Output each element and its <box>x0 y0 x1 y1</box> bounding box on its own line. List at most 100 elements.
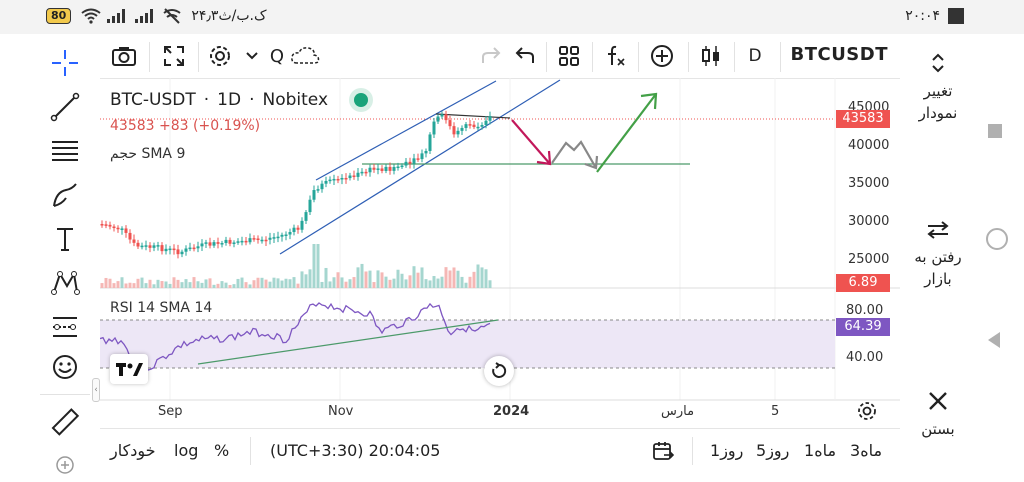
candle-body <box>480 124 484 127</box>
go-market-button[interactable]: رفتن به بازار <box>906 220 970 290</box>
crosshair-tool[interactable] <box>48 46 82 80</box>
legend-pair: BTC-USDT <box>110 90 196 110</box>
axis-settings-button[interactable] <box>856 400 878 426</box>
volume-bar <box>444 267 448 288</box>
range-5d-button[interactable]: 5روز <box>756 441 790 460</box>
indicators-button[interactable] <box>596 34 634 78</box>
volume-bar <box>428 280 432 288</box>
date-range-button[interactable] <box>652 441 675 465</box>
volume-bar <box>228 284 232 288</box>
price-chart[interactable]: 45000 40000 35000 30000 25000 80.00 40.0… <box>100 78 900 428</box>
candle-body <box>172 248 176 251</box>
candle-body <box>380 168 384 171</box>
cloud-icon <box>291 47 320 64</box>
percent-scale-button[interactable]: % <box>214 441 230 460</box>
volume-legend[interactable]: حجم SMA 9 <box>110 146 185 162</box>
volume-bar <box>172 277 176 288</box>
candle-body <box>348 175 352 179</box>
pattern-icon <box>51 271 80 295</box>
chart-top-toolbar: Q D BTCUSDT <box>100 34 900 79</box>
time-tick-label: مارس <box>661 404 694 419</box>
legend-sep: · <box>249 90 255 110</box>
fullscreen-button[interactable] <box>154 34 194 78</box>
zoom-in-icon <box>56 456 74 474</box>
compare-button[interactable] <box>642 34 682 78</box>
close-button[interactable]: بستن <box>906 390 970 440</box>
volume-bar <box>280 280 284 288</box>
search-button[interactable]: Q <box>269 45 285 67</box>
candle-body <box>312 190 316 200</box>
candle-body <box>468 124 472 126</box>
volume-bar <box>368 270 372 288</box>
chart-type-button[interactable] <box>694 34 728 78</box>
interval-button[interactable]: D <box>748 46 762 66</box>
candles-series <box>100 110 492 259</box>
fullscreen-icon <box>164 46 184 66</box>
arrow-gray-head <box>584 155 599 170</box>
candle-body <box>296 227 300 230</box>
range-3m-button[interactable]: 3ماه <box>850 441 883 460</box>
candle-body <box>392 166 396 171</box>
symbol-button[interactable]: BTCUSDT <box>790 44 888 65</box>
timezone-button[interactable]: (UTC+3:30) 20:04:05 <box>270 441 441 460</box>
fib-tool[interactable] <box>48 134 82 168</box>
range-1d-button[interactable]: 1روز <box>710 441 744 460</box>
ruler-tool[interactable] <box>48 406 82 440</box>
volume-bar <box>348 279 352 288</box>
time-tick-label: 5 <box>771 404 779 419</box>
snapshot-button[interactable] <box>104 34 144 78</box>
right-side-panel: تغییر نمودار رفتن به بازار بستن <box>906 34 966 472</box>
brush-tool[interactable] <box>48 178 82 212</box>
range-1m-button[interactable]: 1ماه <box>804 441 837 460</box>
log-scale-button[interactable]: log <box>174 441 199 460</box>
back-button[interactable] <box>988 332 1000 348</box>
legend-exchange: Nobitex <box>262 90 329 110</box>
volume-bar <box>112 283 116 288</box>
prediction-icon <box>53 317 77 337</box>
tradingview-logo-icon <box>116 363 143 376</box>
volume-bar <box>168 283 172 288</box>
candle-body <box>276 236 280 239</box>
tradingview-logo[interactable] <box>110 354 148 384</box>
volume-bar <box>388 279 392 288</box>
change-chart-button[interactable]: تغییر نمودار <box>906 52 970 124</box>
candle-body <box>148 245 152 248</box>
price-tick-label: 40000 <box>848 138 889 153</box>
home-button[interactable] <box>986 228 1008 250</box>
candle-body <box>364 171 368 174</box>
candle-body <box>180 251 184 255</box>
settings-button[interactable] <box>202 34 238 78</box>
candle-body <box>356 172 360 177</box>
settings-dropdown[interactable] <box>242 34 262 78</box>
recents-button[interactable] <box>988 124 1002 138</box>
zoom-tool[interactable] <box>48 448 82 482</box>
undo-button[interactable] <box>508 34 542 78</box>
volume-bar <box>252 280 256 288</box>
volume-bar <box>236 278 240 288</box>
rsi-legend[interactable]: RSI 14 SMA 14 <box>110 300 213 316</box>
prediction-tool[interactable] <box>48 310 82 344</box>
chevron-up-down-icon <box>932 53 944 73</box>
redo-button[interactable] <box>474 34 508 78</box>
volume-series <box>100 244 492 288</box>
toolbar-collapse-handle[interactable]: ‹ <box>92 378 100 402</box>
emoji-tool[interactable] <box>48 350 82 384</box>
trend-line-tool[interactable] <box>48 90 82 124</box>
candle-body <box>196 246 200 249</box>
candle-body <box>200 243 204 247</box>
reset-chart-button[interactable] <box>484 356 514 386</box>
text-tool[interactable] <box>48 222 82 256</box>
candle-body <box>304 212 308 221</box>
candle-body <box>396 166 400 169</box>
auto-scale-button[interactable]: خودکار <box>110 441 156 460</box>
volume-bar <box>460 276 464 288</box>
volume-bar <box>148 279 152 288</box>
volume-bar <box>328 281 332 288</box>
layout-button[interactable] <box>550 34 588 78</box>
toolbar-separator <box>688 42 689 72</box>
candle-body <box>340 177 344 180</box>
cloud-button[interactable] <box>288 34 322 78</box>
volume-bar <box>312 244 316 288</box>
pattern-tool[interactable] <box>48 266 82 300</box>
chart-legend: BTC-USDT · 1D · Nobitex <box>110 90 369 110</box>
